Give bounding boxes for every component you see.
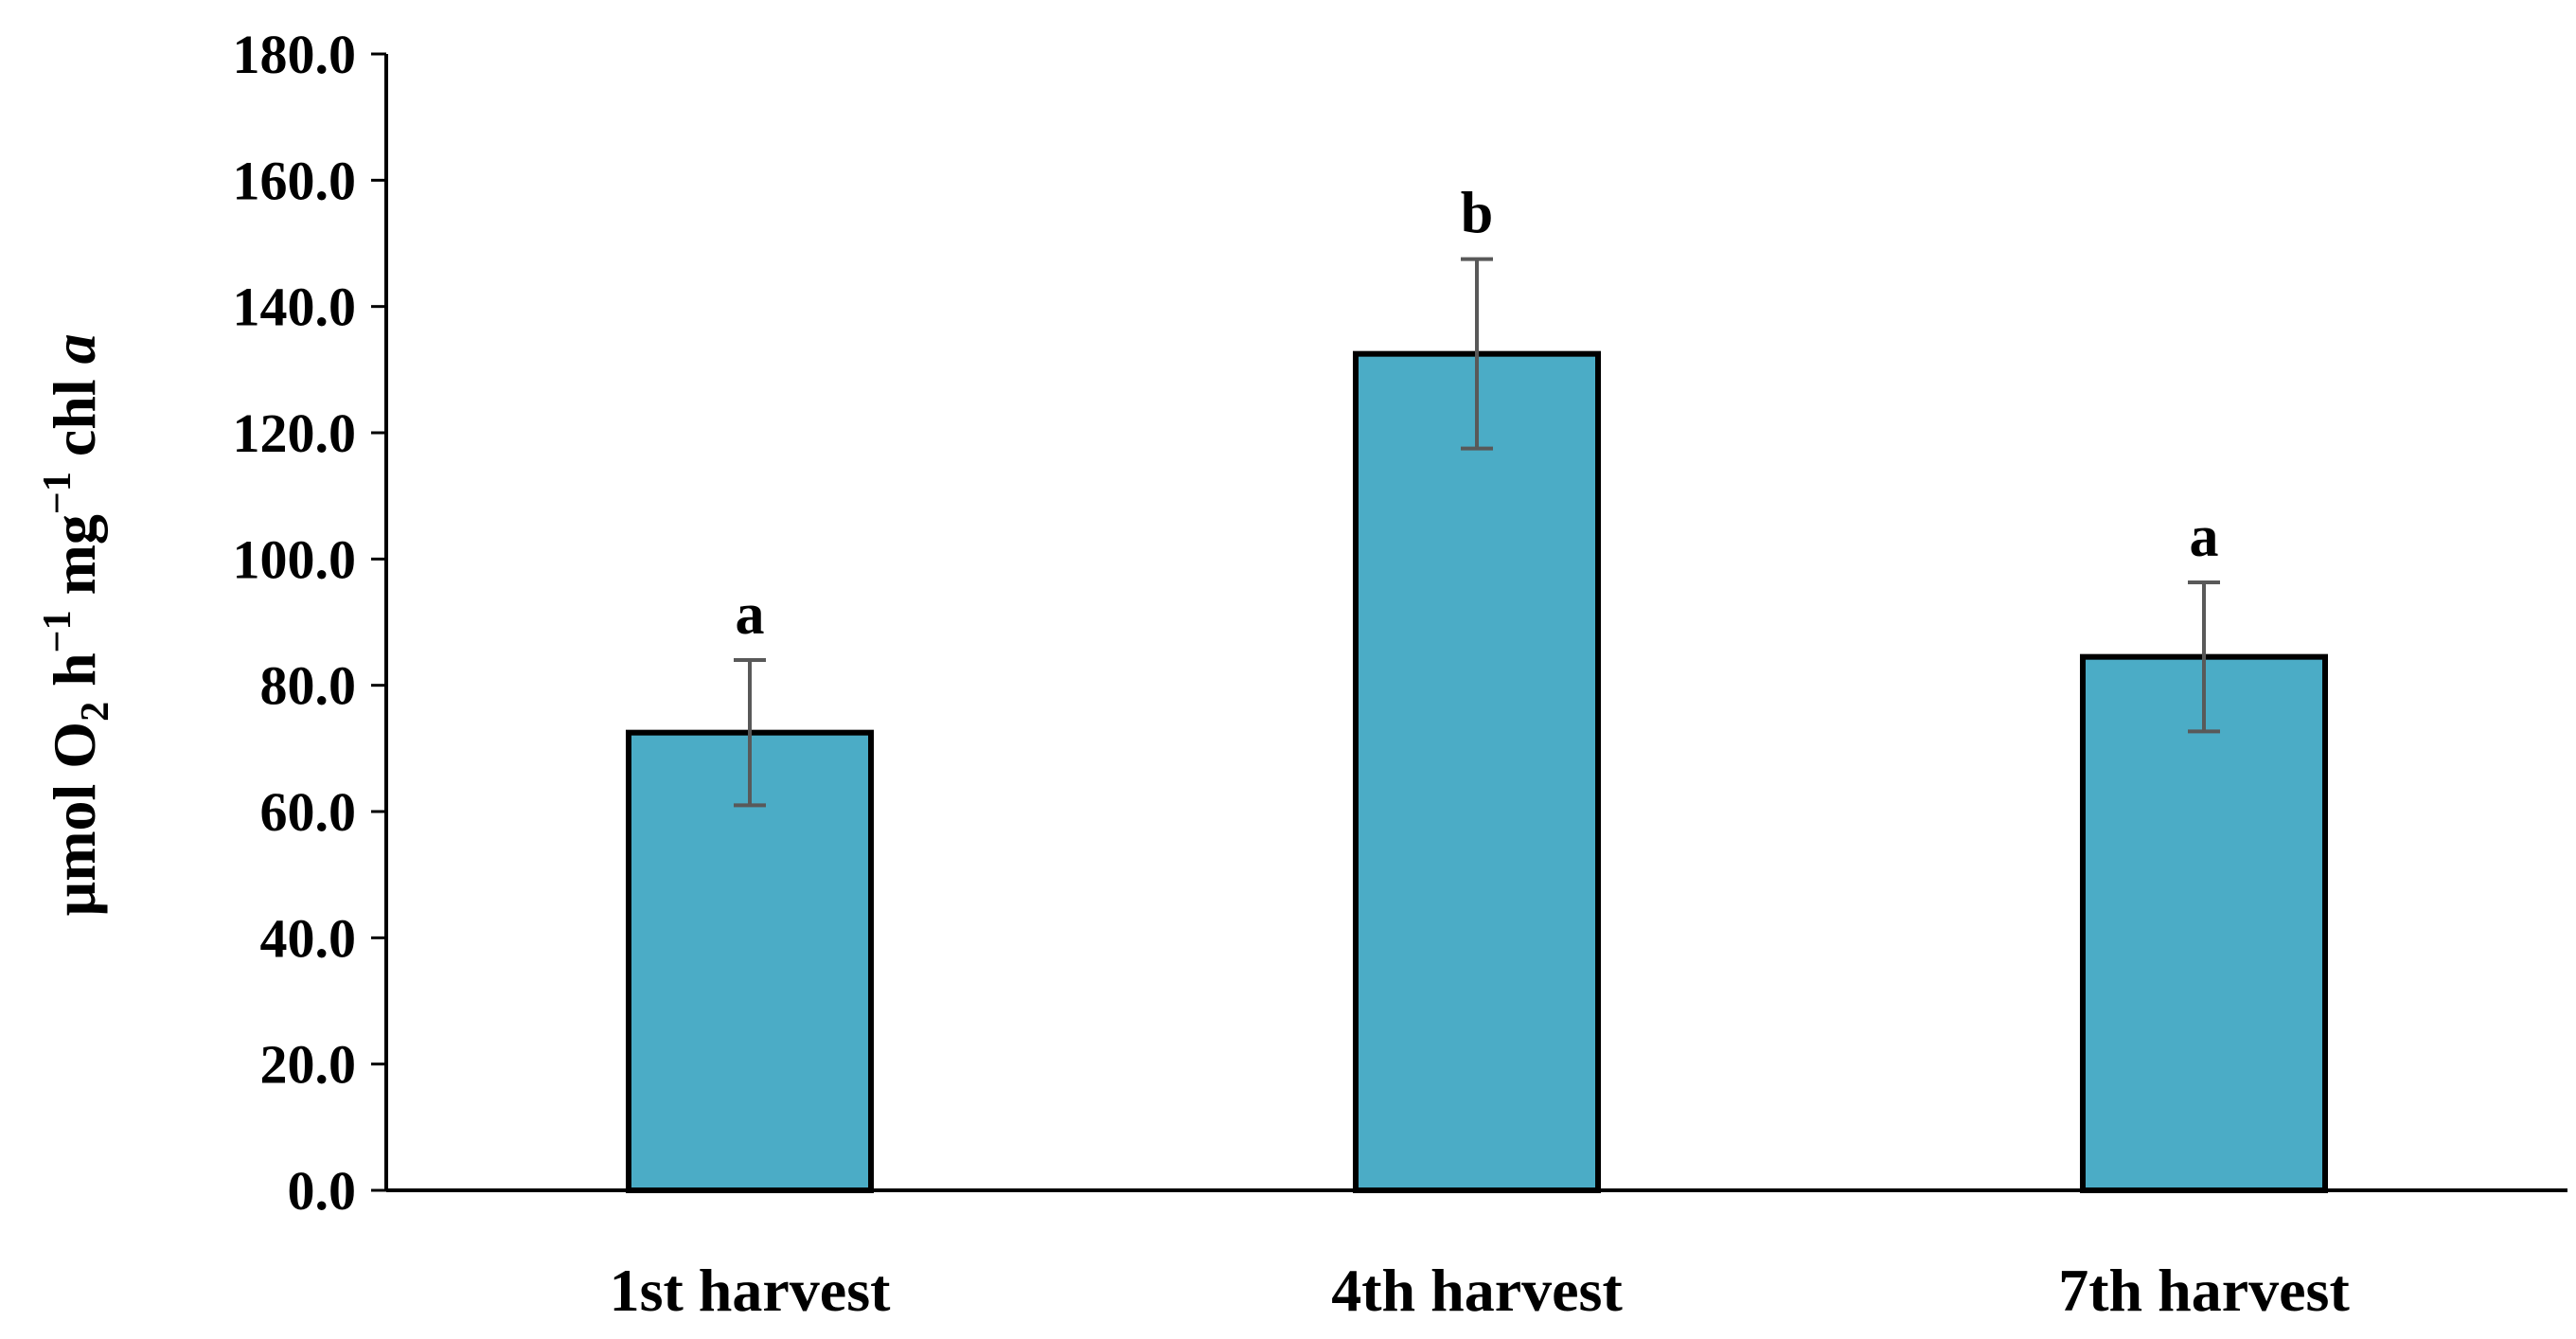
ylabel-part-0: µmol O bbox=[41, 722, 108, 917]
y-tick-label-5: 100.0 bbox=[233, 528, 357, 590]
ylabel-part-5: −1 bbox=[36, 472, 80, 514]
y-tick-label-0: 0.0 bbox=[288, 1160, 357, 1222]
x-tick-label-2: 7th harvest bbox=[2058, 1257, 2350, 1324]
ylabel-part-1: 2 bbox=[74, 702, 117, 722]
y-tick-label-3: 60.0 bbox=[260, 781, 357, 843]
y-axis-label-text: µmol O2 h−1 mg−1 chl a bbox=[36, 333, 117, 916]
x-tick-label-1: 4th harvest bbox=[1331, 1257, 1623, 1324]
axes bbox=[384, 54, 2567, 1192]
bar-2 bbox=[2080, 653, 2328, 1193]
y-tick-label-8: 160.0 bbox=[233, 150, 357, 211]
bars bbox=[626, 350, 2328, 1194]
x-labels: 1st harvest 4th harvest 7th harvest bbox=[610, 1257, 2351, 1324]
annotations: a b a bbox=[736, 182, 2219, 647]
ylabel-part-7: a bbox=[41, 333, 108, 364]
ylabel-part-2: h bbox=[41, 652, 108, 702]
y-tick-label-9: 180.0 bbox=[233, 24, 357, 85]
y-tick-label-6: 120.0 bbox=[233, 402, 357, 464]
y-tick-label-2: 40.0 bbox=[260, 907, 357, 969]
x-tick-label-0: 1st harvest bbox=[610, 1257, 892, 1324]
y-tick-label-4: 80.0 bbox=[260, 655, 357, 717]
ylabel-part-3: −1 bbox=[36, 610, 80, 652]
significance-label-2: a bbox=[2190, 505, 2219, 569]
y-tick-label-7: 140.0 bbox=[233, 277, 357, 338]
y-axis-label: µmol O2 h−1 mg−1 chl a bbox=[36, 333, 117, 916]
ylabel-part-6: chl bbox=[41, 364, 108, 472]
error-bars bbox=[734, 257, 2220, 808]
ylabel-part-4: mg bbox=[41, 514, 108, 610]
significance-label-1: b bbox=[1461, 182, 1493, 246]
y-ticks: 0.0 20.0 40.0 60.0 80.0 100.0 120.0 140.0 160.0 1… bbox=[233, 24, 386, 1222]
y-tick-label-1: 20.0 bbox=[260, 1034, 357, 1096]
significance-label-0: a bbox=[736, 582, 765, 647]
bar-1 bbox=[1353, 350, 1601, 1193]
